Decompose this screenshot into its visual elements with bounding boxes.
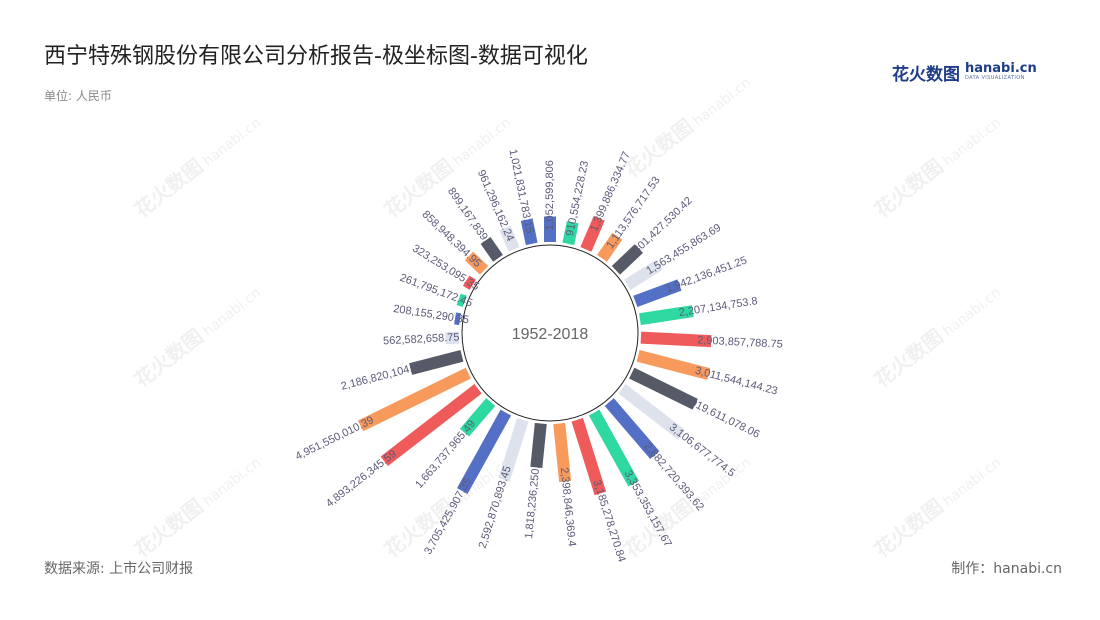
unit-label: 单位: 人民币: [44, 89, 112, 103]
logo-en-text: hanabi.cn: [965, 61, 1037, 76]
bar: [618, 383, 686, 440]
bar: [636, 350, 711, 380]
bar: [459, 398, 496, 437]
bar-value-label: 3,011,544,144.23: [694, 365, 779, 398]
bar: [480, 236, 503, 262]
bar: [498, 418, 529, 482]
bar: [357, 367, 471, 432]
bar-value-label: 3,353,353,157.67: [622, 468, 674, 549]
bar-value-label: 2,398,846,369.4: [558, 467, 578, 547]
credit: 制作：hanabi.cn: [951, 561, 1062, 577]
bar-value-label: 208,155,290.35: [392, 303, 469, 326]
bar-value-label: 2,592,870,893.45: [477, 465, 514, 550]
center-label: 1952-2018: [512, 326, 589, 343]
bar: [456, 293, 467, 308]
bar: [499, 225, 520, 252]
bar-value-label: 562,582,658.75: [383, 332, 460, 348]
bar-value-label: 1,818,236,250.71: [523, 453, 544, 539]
bar: [580, 215, 605, 252]
bar: [597, 232, 623, 262]
bar: [629, 367, 698, 410]
bar: [611, 244, 643, 275]
data-source: 数据来源: 上市公司财报: [44, 561, 194, 577]
bar-value-label: 4,951,550,010.39: [294, 414, 376, 462]
bar: [464, 251, 489, 275]
chart-title: 西宁特殊钢股份有限公司分析报告-极坐标图-数据可视化: [44, 44, 588, 69]
bar-value-label: 3,185,278,270.84: [591, 478, 628, 563]
bar: [454, 312, 461, 326]
bar: [633, 279, 682, 308]
bar-value-label: 2,186,820,104.55: [340, 360, 426, 393]
bar-value-label: 910,554,228.23: [564, 160, 591, 237]
bar: [562, 221, 579, 246]
bar: [380, 383, 482, 467]
bar: [639, 305, 694, 326]
bar: [604, 398, 660, 459]
inner-circle: [461, 244, 639, 422]
bars-group: [357, 215, 712, 496]
bar: [530, 422, 547, 468]
bar: [571, 418, 607, 496]
bar: [553, 422, 572, 482]
bar: [640, 331, 712, 348]
bar: [588, 409, 639, 487]
bar: [445, 331, 460, 345]
bar-value-label: 2,903,857,788.75: [697, 334, 783, 350]
brand-logo: 花火数图 hanabi.cn DATA VISUALIZATION: [892, 58, 1037, 86]
bar: [457, 409, 512, 494]
logo-cn-text: 花火数图: [892, 64, 960, 85]
bar-value-label: 4,893,226,345.59: [324, 448, 399, 510]
logo-sub-text: DATA VISUALIZATION: [965, 75, 1025, 81]
bar-value-label: 1,052,599,806: [544, 160, 556, 230]
bar: [462, 275, 476, 290]
bar-value-label: 3,705,425,907.35: [422, 476, 474, 557]
bar: [624, 259, 663, 290]
bar: [520, 218, 538, 246]
logo-side: hanabi.cn DATA VISUALIZATION: [965, 62, 1037, 82]
bar-value-label: 2,207,134,753.8: [678, 295, 758, 319]
bar: [409, 350, 464, 375]
bar-value-label: 2,919,611,078.06: [680, 393, 761, 441]
